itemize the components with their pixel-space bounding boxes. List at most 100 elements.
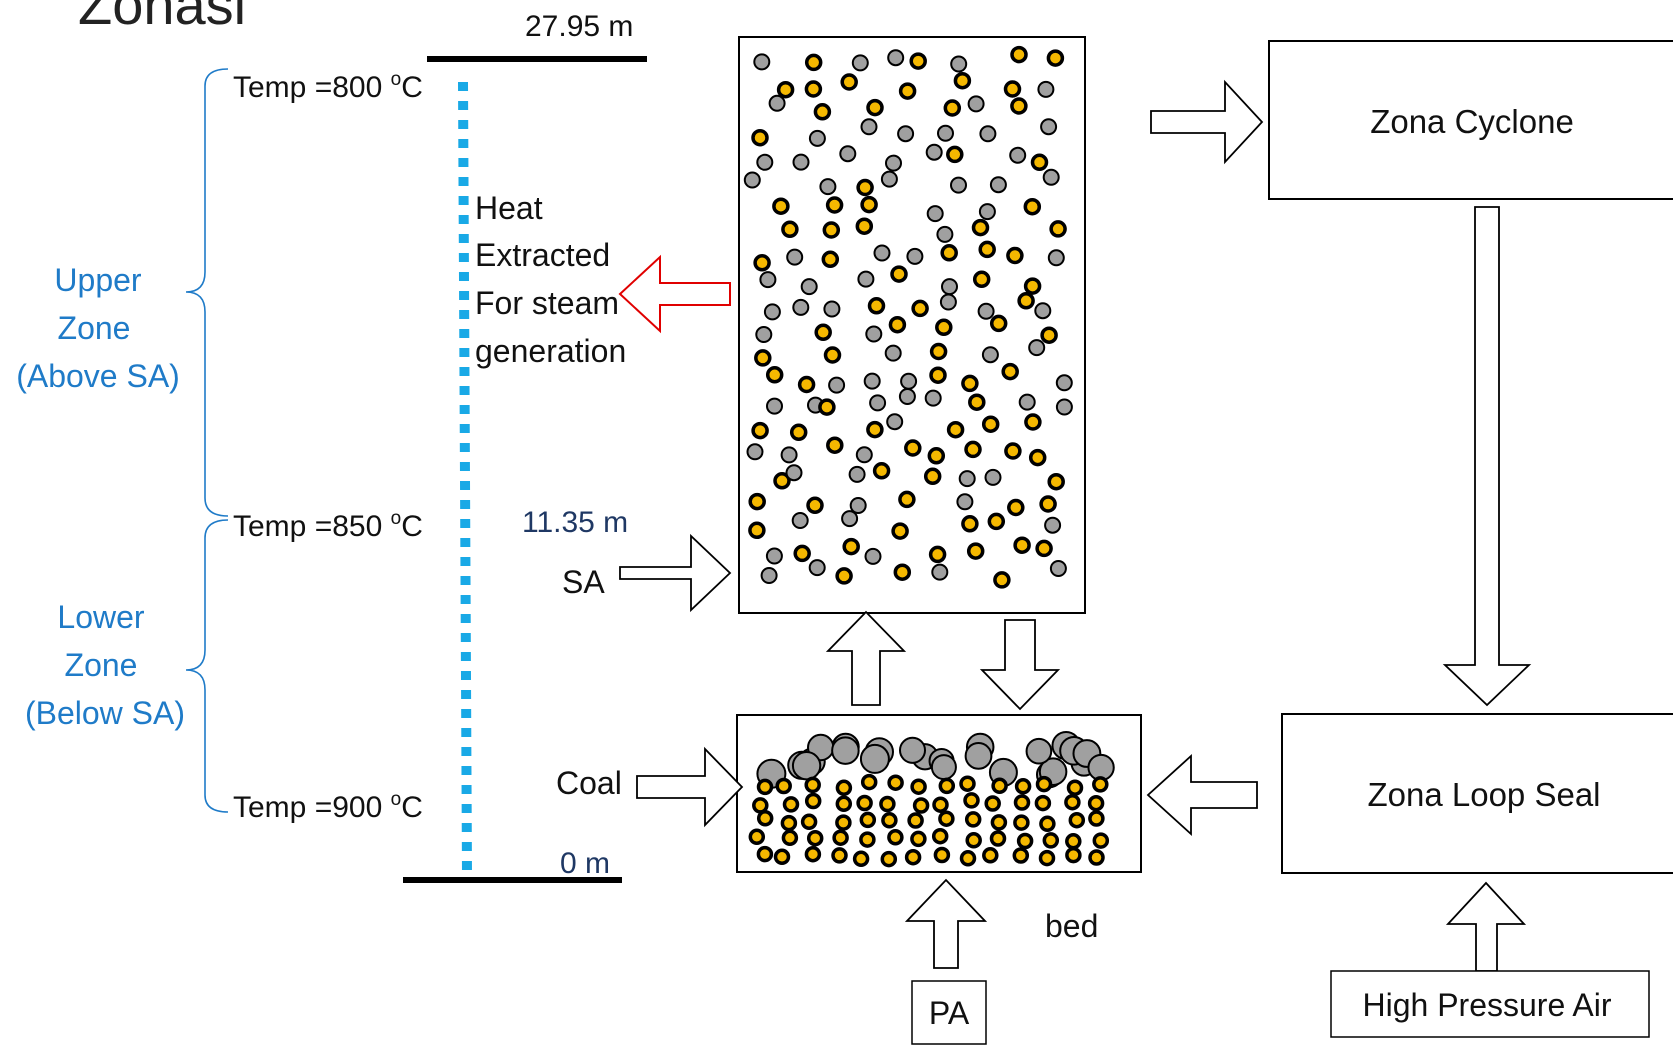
coal-particle <box>927 447 946 465</box>
coal-particle <box>835 814 852 831</box>
coal-particle <box>1040 326 1058 344</box>
coal-particle <box>814 323 832 342</box>
coal-particle <box>961 515 979 533</box>
coal-particle <box>832 829 849 846</box>
coal-particle <box>879 795 896 813</box>
cyclone-label: Zona Cyclone <box>1370 103 1574 140</box>
ash-particle <box>898 736 927 764</box>
ash-particle <box>956 493 974 511</box>
coal-particle <box>964 811 982 828</box>
ash-particle <box>841 510 859 528</box>
upper-zone-line-2: Zone <box>58 310 131 346</box>
coal-particle <box>781 220 799 239</box>
coal-particle <box>793 544 811 563</box>
ash-particle <box>1055 398 1073 416</box>
coal-particle <box>978 240 996 259</box>
coal-particle <box>756 845 774 863</box>
coal-particle <box>1013 814 1030 831</box>
coal-particle <box>935 318 953 337</box>
ash-particle <box>763 303 781 321</box>
heat-line-1: Heat <box>475 190 543 226</box>
ash-particle <box>849 497 867 514</box>
ash-particle <box>765 547 783 565</box>
temp-label-mid: Temp =850 oC <box>233 508 423 543</box>
coal-particle <box>765 366 784 384</box>
coal-particle <box>923 467 942 486</box>
bed-particles <box>748 730 1115 868</box>
coal-particle <box>780 814 798 832</box>
temp-top-prefix: Temp =800 <box>233 71 391 104</box>
ash-particle <box>768 94 786 112</box>
ash-particle <box>1028 339 1046 357</box>
ash-particle <box>924 389 942 407</box>
temp-label-top: Temp =800 oC <box>233 69 423 104</box>
coal-particle <box>1017 292 1035 310</box>
ash-particle <box>941 278 958 296</box>
coal-particle <box>751 421 769 440</box>
ash-particle <box>964 742 993 770</box>
ash-particle <box>855 446 873 464</box>
coal-particle <box>938 777 956 795</box>
pa-input-arrow <box>904 878 988 969</box>
ash-particle <box>753 53 771 71</box>
coal-particle <box>822 221 841 239</box>
ash-particle <box>808 129 826 147</box>
upper-zone-brace <box>185 68 229 517</box>
coal-particle <box>823 346 842 364</box>
ash-particle <box>756 153 774 171</box>
loopseal-to-bed-arrow <box>1146 753 1258 837</box>
coal-particle <box>1010 97 1028 115</box>
coal-particle <box>818 398 836 416</box>
upper-zone-line-1: Upper <box>54 262 142 298</box>
coal-particle <box>1087 794 1105 812</box>
coal-particle <box>860 773 878 791</box>
coal-particle <box>971 218 990 237</box>
ash-particle <box>886 413 904 431</box>
coal-particle <box>984 795 1001 812</box>
coal-particle <box>752 797 769 814</box>
lower-zone-brace <box>185 519 229 813</box>
ash-particle <box>925 143 943 161</box>
coal-particle <box>989 314 1008 333</box>
ash-particle <box>1018 393 1036 411</box>
temp-top-sup: o <box>391 69 402 90</box>
coal-particle <box>891 522 909 540</box>
ash-particle <box>958 470 976 488</box>
ash-particle <box>984 468 1002 486</box>
bed-label: bed <box>1045 908 1098 944</box>
coal-particle <box>826 436 844 454</box>
ash-particle <box>931 563 949 581</box>
ash-particle <box>1055 374 1073 392</box>
coal-particle <box>932 796 949 813</box>
coal-particle <box>835 567 853 585</box>
coal-particle <box>1065 833 1082 850</box>
temp-bottom-prefix: Temp =900 <box>233 791 391 824</box>
temp-mid-sup: o <box>391 508 402 529</box>
ash-particle <box>865 325 883 343</box>
ash-particle <box>823 300 841 318</box>
loop-seal-box <box>1281 713 1673 874</box>
ash-particle <box>1049 560 1067 577</box>
coal-particle <box>1088 810 1105 827</box>
coal-particle <box>907 812 924 829</box>
coal-particle <box>856 178 874 197</box>
coal-particle <box>910 830 927 848</box>
ash-particle <box>859 743 890 774</box>
coal-particle <box>1092 776 1109 793</box>
coal-particle <box>1023 197 1042 216</box>
coal-particle <box>1012 847 1030 864</box>
coal-particle <box>872 462 891 480</box>
heat-line-2: Extracted <box>475 237 610 273</box>
heat-line-3: For steam <box>475 285 619 321</box>
temp-label-bottom: Temp =900 oC <box>233 789 423 824</box>
coal-particle <box>813 103 832 121</box>
coal-particle <box>1047 472 1065 491</box>
coal-particle <box>855 217 874 235</box>
coal-particle <box>860 195 878 214</box>
ash-particle <box>884 344 902 362</box>
coal-particle <box>852 850 870 868</box>
coal-particle <box>797 375 816 394</box>
ash-particle <box>851 54 869 72</box>
coal-particle <box>1039 815 1056 833</box>
